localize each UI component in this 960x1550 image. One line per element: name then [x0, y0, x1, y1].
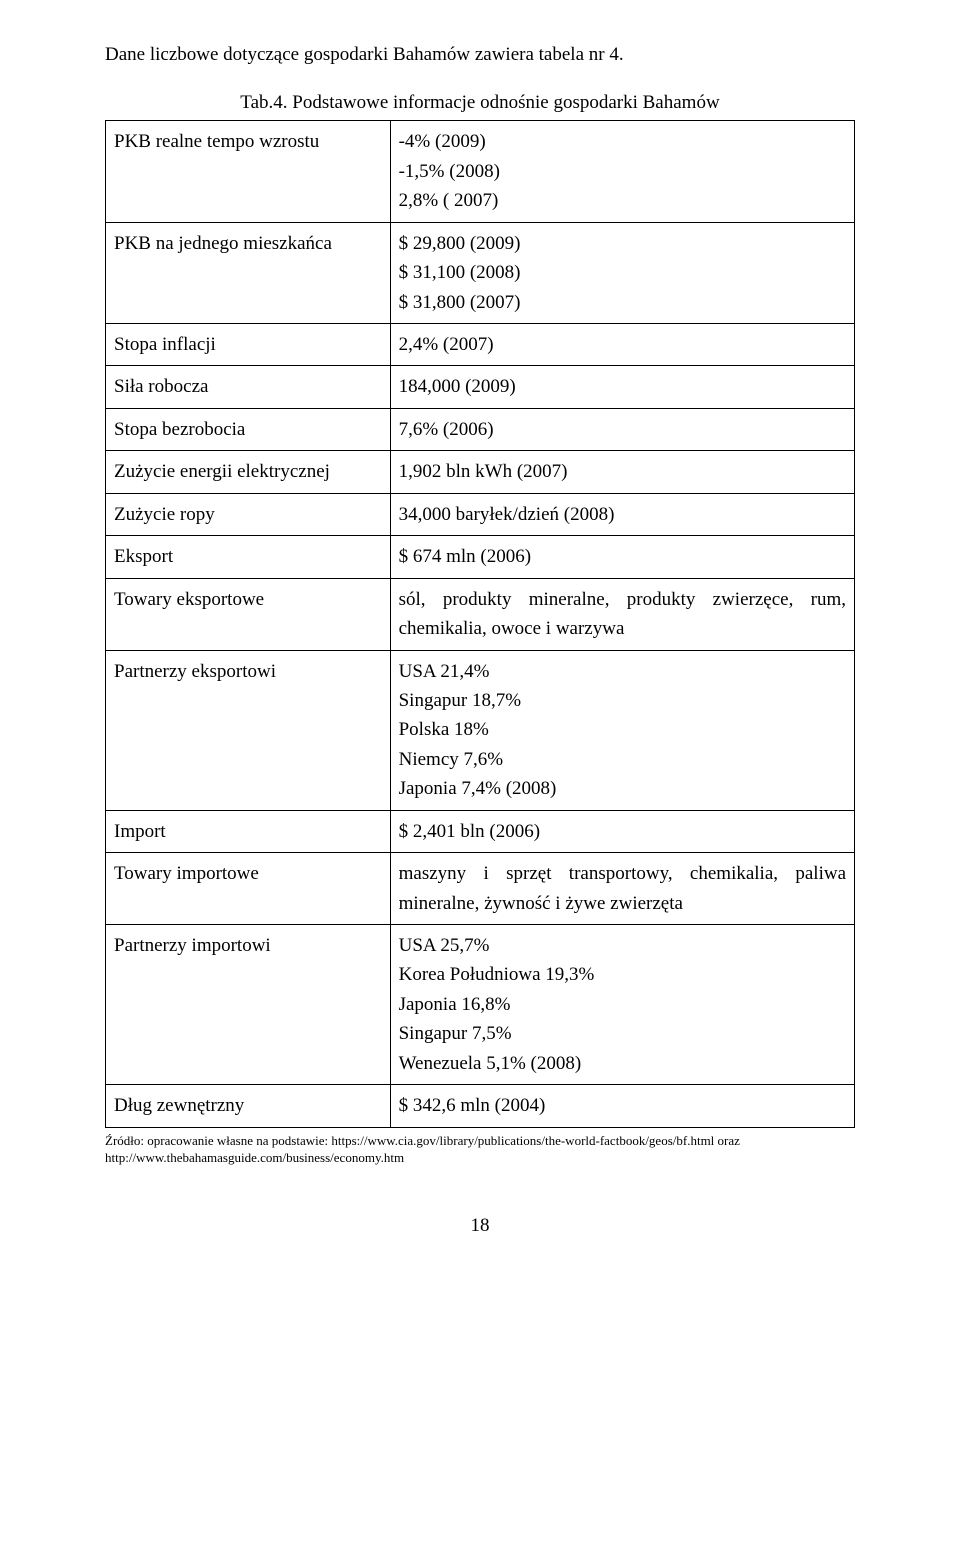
table-body: PKB realne tempo wzrostu-4% (2009)-1,5% …: [106, 121, 855, 1127]
value-line: Singapur 7,5%: [399, 1019, 846, 1048]
value-line: 7,6% (2006): [399, 415, 846, 444]
value-line: USA 21,4%: [399, 657, 846, 686]
document-page: Dane liczbowe dotyczące gospodarki Baham…: [0, 0, 960, 1267]
value-line: 1,902 bln kWh (2007): [399, 457, 846, 486]
value-line: $ 31,100 (2008): [399, 258, 846, 287]
value-line: Korea Południowa 19,3%: [399, 960, 846, 989]
table-row: Dług zewnętrzny $ 342,6 mln (2004): [106, 1085, 855, 1127]
table-row: Partnerzy eksportowiUSA 21,4%Singapur 18…: [106, 650, 855, 810]
value-line: $ 29,800 (2009): [399, 229, 846, 258]
row-value: $ 674 mln (2006): [390, 536, 854, 578]
row-value: 34,000 baryłek/dzień (2008): [390, 493, 854, 535]
table-row: Partnerzy importowiUSA 25,7%Korea Połudn…: [106, 925, 855, 1085]
table-row: Towary importowemaszyny i sprzęt transpo…: [106, 853, 855, 925]
table-row: Towary eksportowesól, produkty mineralne…: [106, 578, 855, 650]
value-line: Polska 18%: [399, 715, 846, 744]
value-line: -1,5% (2008): [399, 157, 846, 186]
table-row: Zużycie ropy 34,000 baryłek/dzień (2008): [106, 493, 855, 535]
economy-table: PKB realne tempo wzrostu-4% (2009)-1,5% …: [105, 120, 855, 1127]
value-line: sól, produkty mineralne, produkty zwierz…: [399, 585, 846, 644]
table-row: Import $ 2,401 bln (2006): [106, 810, 855, 852]
value-line: $ 31,800 (2007): [399, 288, 846, 317]
value-line: maszyny i sprzęt transportowy, chemikali…: [399, 859, 846, 918]
value-line: Japonia 7,4% (2008): [399, 774, 846, 803]
row-label: Eksport: [106, 536, 391, 578]
table-row: Stopa inflacji 2,4% (2007): [106, 324, 855, 366]
row-label: PKB na jednego mieszkańca: [106, 222, 391, 323]
value-line: Singapur 18,7%: [399, 686, 846, 715]
row-label: Stopa bezrobocia: [106, 408, 391, 450]
intro-paragraph: Dane liczbowe dotyczące gospodarki Baham…: [105, 40, 855, 70]
table-row: Zużycie energii elektrycznej 1,902 bln kW…: [106, 451, 855, 493]
row-label: Partnerzy eksportowi: [106, 650, 391, 810]
value-line: 2,8% ( 2007): [399, 186, 846, 215]
value-line: 2,4% (2007): [399, 330, 846, 359]
value-line: Japonia 16,8%: [399, 990, 846, 1019]
row-label: Dług zewnętrzny: [106, 1085, 391, 1127]
row-label: Zużycie energii elektrycznej: [106, 451, 391, 493]
row-label: Partnerzy importowi: [106, 925, 391, 1085]
row-value: USA 21,4%Singapur 18,7%Polska 18%Niemcy …: [390, 650, 854, 810]
table-row: Eksport $ 674 mln (2006): [106, 536, 855, 578]
row-label: Siła robocza: [106, 366, 391, 408]
value-line: 184,000 (2009): [399, 372, 846, 401]
table-row: Stopa bezrobocia 7,6% (2006): [106, 408, 855, 450]
table-row: PKB na jednego mieszkańca$ 29,800 (2009)…: [106, 222, 855, 323]
row-value: $ 342,6 mln (2004): [390, 1085, 854, 1127]
row-value: -4% (2009)-1,5% (2008)2,8% ( 2007): [390, 121, 854, 222]
row-value: 2,4% (2007): [390, 324, 854, 366]
value-line: $ 342,6 mln (2004): [399, 1091, 846, 1120]
table-row: PKB realne tempo wzrostu-4% (2009)-1,5% …: [106, 121, 855, 222]
value-line: 34,000 baryłek/dzień (2008): [399, 500, 846, 529]
table-row: Siła robocza 184,000 (2009): [106, 366, 855, 408]
value-line: -4% (2009): [399, 127, 846, 156]
row-label: Towary eksportowe: [106, 578, 391, 650]
value-line: Niemcy 7,6%: [399, 745, 846, 774]
row-label: Stopa inflacji: [106, 324, 391, 366]
row-value: maszyny i sprzęt transportowy, chemikali…: [390, 853, 854, 925]
row-value: 1,902 bln kWh (2007): [390, 451, 854, 493]
row-value: USA 25,7%Korea Południowa 19,3%Japonia 1…: [390, 925, 854, 1085]
page-number: 18: [105, 1215, 855, 1237]
source-note: Źródło: opracowanie własne na podstawie:…: [105, 1132, 855, 1167]
row-label: Towary importowe: [106, 853, 391, 925]
row-value: sól, produkty mineralne, produkty zwierz…: [390, 578, 854, 650]
row-value: $ 2,401 bln (2006): [390, 810, 854, 852]
row-value: $ 29,800 (2009)$ 31,100 (2008)$ 31,800 (…: [390, 222, 854, 323]
row-label: PKB realne tempo wzrostu: [106, 121, 391, 222]
row-label: Import: [106, 810, 391, 852]
row-label: Zużycie ropy: [106, 493, 391, 535]
row-value: 184,000 (2009): [390, 366, 854, 408]
value-line: Wenezuela 5,1% (2008): [399, 1049, 846, 1078]
value-line: $ 674 mln (2006): [399, 542, 846, 571]
value-line: USA 25,7%: [399, 931, 846, 960]
table-caption: Tab.4. Podstawowe informacje odnośnie go…: [105, 92, 855, 114]
value-line: $ 2,401 bln (2006): [399, 817, 846, 846]
row-value: 7,6% (2006): [390, 408, 854, 450]
